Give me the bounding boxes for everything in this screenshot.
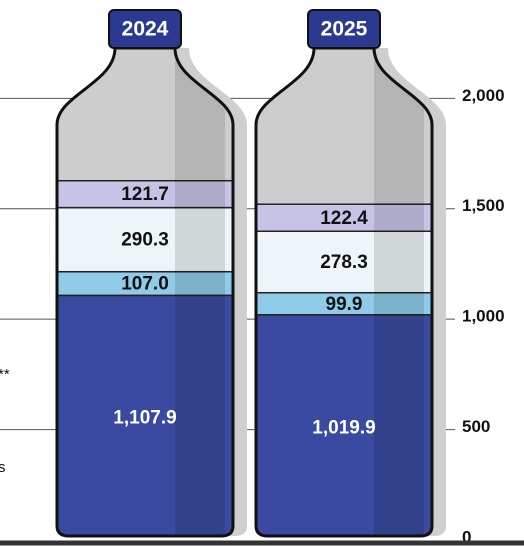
value-label: 122.4 <box>320 208 368 229</box>
bottle-liquid <box>57 60 233 536</box>
bottle-outline <box>254 46 434 538</box>
value-label: 99.9 <box>326 294 363 315</box>
x-tick-label: 2025 <box>321 18 368 41</box>
bottle-liquid <box>256 60 432 536</box>
bottle-highlight <box>175 60 225 536</box>
y-tick-label: 0 <box>462 527 471 546</box>
bottle-cap <box>108 9 182 49</box>
bar-segment <box>57 179 233 209</box>
bar-segment <box>256 203 432 233</box>
y-tick-label: 500 <box>462 417 490 436</box>
side-label: s <box>0 459 6 476</box>
side-label: ** <box>0 366 10 383</box>
value-label: 121.7 <box>121 184 169 205</box>
bottle-highlight <box>374 60 424 536</box>
bar-segment <box>256 314 432 536</box>
bar-segment <box>57 294 233 536</box>
bottle-cap <box>307 9 381 49</box>
value-label: 1,019.9 <box>312 417 375 438</box>
value-label: 1,107.9 <box>113 408 176 429</box>
value-label: 278.3 <box>320 252 368 273</box>
y-tick-label: 1,000 <box>462 307 505 326</box>
bar-segment <box>256 230 432 294</box>
value-label: 290.3 <box>121 230 169 251</box>
y-tick-label: 2,000 <box>462 86 505 105</box>
y-tick-label: 1,500 <box>462 196 505 215</box>
bottle-outline <box>55 46 235 538</box>
value-label: 107.0 <box>121 274 169 295</box>
x-tick-label: 2024 <box>122 18 169 41</box>
